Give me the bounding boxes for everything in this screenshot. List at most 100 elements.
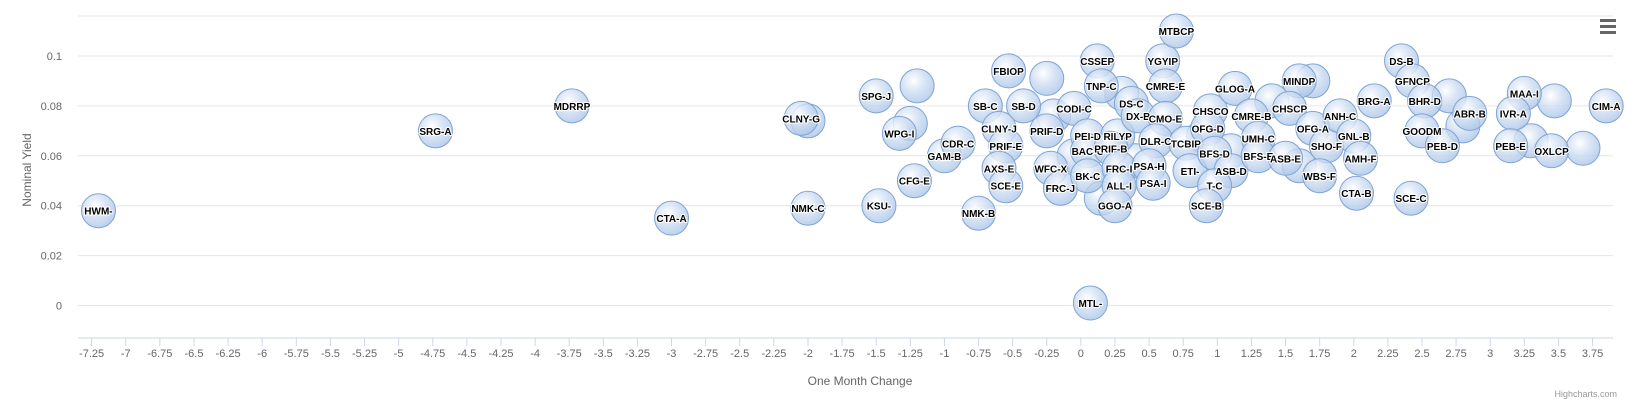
bubble[interactable] [1536,83,1572,119]
bubble-spg-j[interactable] [858,78,894,114]
bubble-label: MINDP [1283,77,1316,88]
x-tick-label: 2.75 [1445,348,1466,360]
bubbles [80,13,1624,321]
bubble-mdrrp[interactable] [554,88,590,124]
bubble-cdr-c[interactable] [940,125,976,161]
bubble-fbiop[interactable] [991,53,1027,89]
bubble-cta-b[interactable] [1338,175,1374,211]
bubble-label: PEB-E [1495,142,1526,153]
y-tick-label: 0.02 [41,251,62,263]
bubble-label: OFG-D [1192,124,1224,135]
credits-link[interactable]: Highcharts.com [1554,389,1617,399]
bubble-label: ETI- [1181,167,1200,178]
y-tick-label: 0.04 [41,201,62,213]
bubble-sce-b[interactable] [1188,188,1224,224]
x-tick-label: -0.75 [966,348,991,360]
x-tick-label: -5.75 [284,348,309,360]
bubble-label: MTBCP [1159,27,1195,38]
bubble-brg-a[interactable] [1356,83,1392,119]
y-axis-title: Nominal Yield [20,133,34,206]
x-tick-label: -4 [530,348,540,360]
x-tick-label: -2.25 [761,348,786,360]
x-tick-label: -4.75 [420,348,445,360]
x-tick-label: 3.25 [1514,348,1535,360]
x-tick-label: -6.25 [216,348,241,360]
bubble-asb-e[interactable] [1268,140,1304,176]
x-tick-label: 1.75 [1309,348,1330,360]
x-tick-label: 0.75 [1172,348,1193,360]
bubble-label: CTA-A [656,214,686,225]
x-tick-label: 2.25 [1377,348,1398,360]
hamburger-menu-icon [1600,19,1616,34]
x-tick-label: -1.5 [867,348,886,360]
bubble-mtl[interactable] [1072,285,1108,321]
bubble-nmk-c[interactable] [790,190,826,226]
bubble-wbs-f[interactable] [1302,158,1338,194]
bubble-nmk-b[interactable] [961,195,997,231]
bubble-label: HWM- [84,207,112,218]
bubble-label: UMH-C [1242,134,1275,145]
bubble-label: CMRE-E [1146,82,1186,93]
bubble-label: DS-B [1389,57,1413,68]
bubble[interactable] [899,68,935,104]
x-tick-label: -3 [667,348,677,360]
bubble-sce-c[interactable] [1393,180,1429,216]
bubble-ggo-a[interactable] [1097,188,1133,224]
bubble-abr-b[interactable] [1452,95,1488,131]
bubble-label: IVR-A [1500,109,1527,120]
bubble-label: WPG-I [884,129,914,140]
x-tick-label: 0 [1078,348,1084,360]
bubble-psa-i[interactable] [1135,165,1171,201]
bubble-label: FRC-J [1046,184,1075,195]
x-tick-label: 3.5 [1551,348,1566,360]
bubble-tnp-c[interactable] [1083,68,1119,104]
x-tick-label: -2.75 [693,348,718,360]
axes: 0 0.02 0.04 0.06 0.08 0.1 -7.25 -7 -6.75 -6.5 -6.2… [41,51,1613,360]
bubble-amh-f[interactable] [1343,140,1379,176]
bubble-ksu[interactable] [861,188,897,224]
bubble-cta-a[interactable] [654,200,690,236]
y-tick-label: 0.06 [41,151,62,163]
bubble-label: OXLCP [1534,147,1569,158]
bubble-label: BHR-D [1409,97,1441,108]
bubble[interactable] [1565,130,1601,166]
bubble-label: DX-B [1126,112,1150,123]
x-tick-label: -0.5 [1003,348,1022,360]
bubble-peb-d[interactable] [1424,128,1460,164]
x-axis-title: One Month Change [808,374,913,388]
bubble-sb-d[interactable] [1006,88,1042,124]
bubble-label: WBS-F [1303,172,1336,183]
bubble-wpg-i[interactable] [881,115,917,151]
x-tick-label: 3 [1487,348,1493,360]
bubble-cfg-e[interactable] [896,163,932,199]
x-tick-label: 0.25 [1104,348,1125,360]
bubble-sce-e[interactable] [988,168,1024,204]
bubble-label: BK-C [1075,172,1100,183]
bubble-chscp[interactable] [1272,90,1308,126]
bubble-peb-e[interactable] [1493,128,1529,164]
bubble-hwm[interactable] [80,193,116,229]
bubble-srg-a[interactable] [417,113,453,149]
bubble-mtbcp[interactable] [1158,13,1194,49]
bubble-label: CLNY-G [782,114,820,125]
x-tick-label: -6 [257,348,267,360]
bubble[interactable] [1029,60,1065,96]
bubble-label: AXS-E [984,164,1015,175]
x-tick-label: -3.5 [594,348,613,360]
x-tick-label: -2.5 [730,348,749,360]
bubble-label: CIM-A [1592,102,1621,113]
bubble-label: PSA-H [1134,162,1165,173]
x-tick-label: -0.25 [1034,348,1059,360]
bubble-label: RILYP [1103,132,1132,143]
bubble-label: PRIF-B [1094,144,1127,155]
bubble-glog-a[interactable] [1217,70,1253,106]
x-tick-label: 3.75 [1582,348,1603,360]
bubble-cim-a[interactable] [1588,88,1624,124]
bubble-label: TNP-C [1086,82,1117,93]
bubble-label: GFNCP [1395,77,1430,88]
bubble-prif-d[interactable] [1029,113,1065,149]
bubble-oxlcp[interactable] [1534,133,1570,169]
bubble-clny-g[interactable] [783,100,819,136]
chart-menu-button[interactable] [1594,15,1618,37]
bubble-label: KSU- [867,202,891,213]
